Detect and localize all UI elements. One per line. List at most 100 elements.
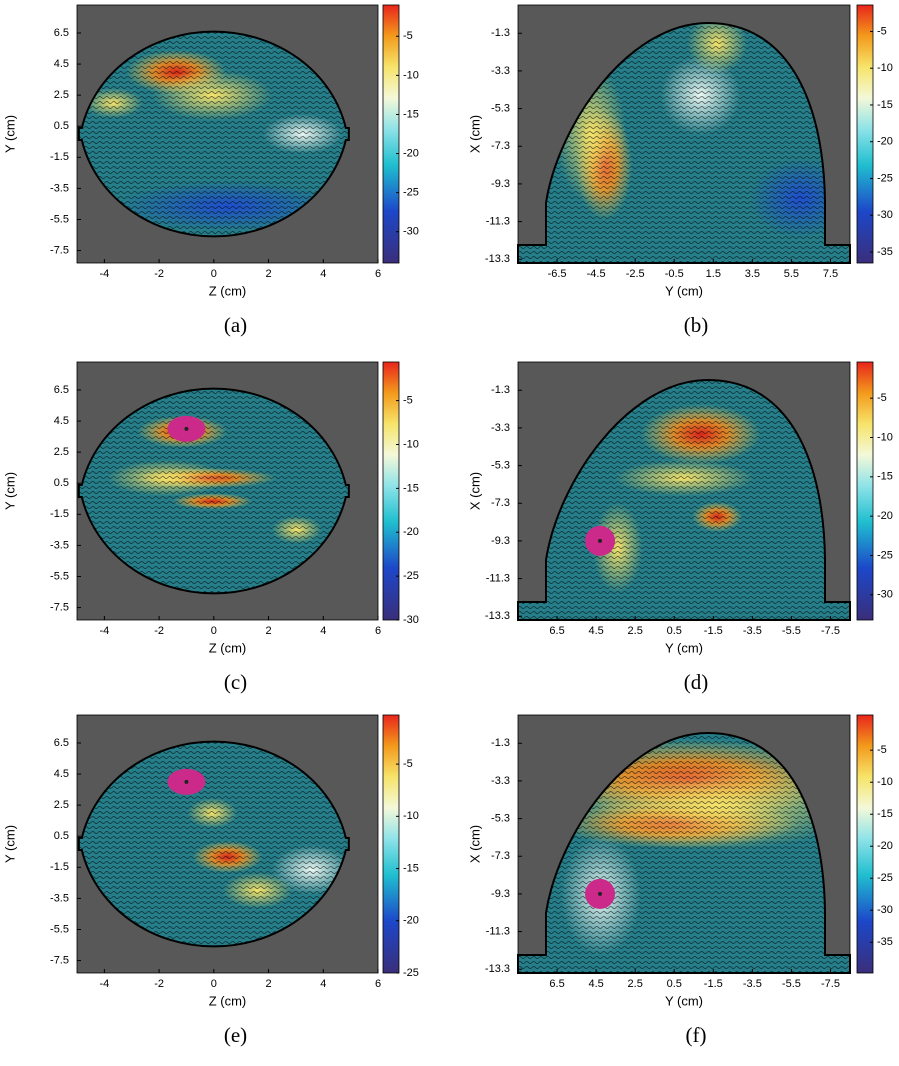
x-axis-label: Y (cm) [665, 993, 703, 1008]
x-tick-label: -2 [154, 625, 164, 637]
y-tick-label: 6.5 [54, 27, 69, 39]
y-tick-label: -9.3 [491, 888, 510, 900]
y-tick-label: 0.5 [54, 120, 69, 132]
caption: (e) [224, 1023, 247, 1047]
colorbar-tick-label: -25 [403, 967, 419, 979]
y-axis-label: X (cm) [467, 115, 482, 153]
y-tick-label: -1.5 [50, 508, 69, 520]
colorbar-tick-label: -35 [877, 936, 893, 948]
x-tick-label: 4.5 [588, 625, 603, 637]
y-tick-label: -7.5 [50, 601, 69, 613]
colorbar-tick-label: -15 [403, 108, 419, 120]
caption: (b) [684, 313, 709, 337]
colorbar-tick-label: -5 [403, 30, 413, 42]
x-axis-label: Y (cm) [665, 283, 703, 298]
y-axis-label: Y (cm) [2, 472, 17, 510]
y-tick-label: -11.3 [486, 215, 510, 227]
caption: (d) [684, 670, 709, 694]
colorbar-tick-label: -20 [403, 526, 419, 538]
colorbar-tick-label: -10 [403, 438, 419, 450]
x-tick-label: -6.5 [548, 268, 567, 280]
x-tick-label: 1.5 [706, 268, 721, 280]
y-tick-label: 6.5 [54, 737, 69, 749]
y-tick-label: -13.3 [485, 610, 510, 622]
colorbar-tick-label: -15 [877, 471, 893, 483]
y-tick-label: -5.3 [491, 459, 510, 471]
x-tick-label: -4 [99, 268, 109, 280]
colorbar-tick-label: -30 [877, 589, 893, 601]
y-tick-label: -3.5 [50, 892, 69, 904]
y-tick-label: -5.5 [50, 570, 69, 582]
target-center [184, 427, 188, 431]
x-tick-label: -1.5 [704, 978, 723, 990]
y-tick-label: -9.3 [491, 178, 510, 190]
colorbar [857, 715, 873, 973]
y-tick-label: 2.5 [54, 799, 69, 811]
x-axis-label: Z (cm) [209, 993, 247, 1008]
colorbar-tick-label: -20 [877, 840, 893, 852]
colorbar-tick-label: -10 [403, 810, 419, 822]
panel: 6.54.52.50.5-1.5-3.5-5.5-7.5-1.3-3.3-5.3… [467, 362, 892, 694]
colorbar-tick-label: -20 [403, 147, 419, 159]
y-tick-label: -3.5 [50, 539, 69, 551]
colorbar-tick-label: -30 [877, 209, 893, 221]
colorbar-tick-label: -25 [403, 187, 419, 199]
y-tick-label: -13.3 [485, 253, 510, 265]
y-tick-label: -3.3 [491, 422, 510, 434]
colorbar [383, 715, 399, 973]
y-tick-label: 4.5 [54, 768, 69, 780]
y-tick-label: -1.3 [491, 384, 510, 396]
x-tick-label: 6 [375, 978, 381, 990]
y-tick-label: -3.5 [50, 182, 69, 194]
colorbar-tick-label: -30 [403, 614, 419, 626]
colorbar-tick-label: -25 [877, 872, 893, 884]
x-tick-label: 0 [211, 625, 217, 637]
x-tick-label: 6 [375, 268, 381, 280]
x-tick-label: -7.5 [821, 978, 840, 990]
colorbar-tick-label: -30 [403, 226, 419, 238]
y-tick-label: -1.3 [491, 737, 510, 749]
x-tick-label: -4.5 [587, 268, 606, 280]
x-tick-label: -0.5 [665, 268, 684, 280]
colorbar-tick-label: -35 [877, 246, 893, 258]
y-tick-label: 6.5 [54, 384, 69, 396]
x-tick-label: 2 [265, 268, 271, 280]
y-tick-label: -11.3 [486, 925, 510, 937]
colorbar-tick-label: -10 [877, 431, 893, 443]
y-tick-label: -5.3 [491, 102, 510, 114]
colorbar-tick-label: -30 [877, 904, 893, 916]
x-tick-label: 4.5 [588, 978, 603, 990]
x-tick-label: 4 [320, 978, 326, 990]
colorbar-tick-label: -5 [403, 758, 413, 770]
x-tick-label: -3.5 [743, 978, 762, 990]
caption: (f) [686, 1023, 707, 1047]
colorbar [383, 5, 399, 263]
y-axis-label: X (cm) [467, 472, 482, 510]
caption: (c) [224, 670, 247, 694]
x-tick-label: -2.5 [626, 268, 645, 280]
colorbar-tick-label: -5 [877, 25, 887, 37]
y-tick-label: -1.5 [50, 151, 69, 163]
x-tick-label: 2 [265, 978, 271, 990]
figure: -4-202466.54.52.50.5-1.5-3.5-5.5-7.5Z (c… [0, 0, 899, 1061]
target-center [184, 780, 188, 784]
target-center [598, 892, 602, 896]
y-tick-label: -7.3 [491, 497, 510, 509]
colorbar-tick-label: -20 [877, 136, 893, 148]
x-tick-label: -7.5 [821, 625, 840, 637]
colorbar-tick-label: -15 [403, 482, 419, 494]
colorbar-tick-label: -25 [877, 549, 893, 561]
y-axis-label: Y (cm) [2, 825, 17, 863]
y-tick-label: -7.3 [491, 850, 510, 862]
x-tick-label: 0.5 [667, 978, 682, 990]
colorbar-tick-label: -10 [403, 69, 419, 81]
colorbar-tick-label: -5 [403, 395, 413, 407]
colorbar-tick-label: -20 [877, 510, 893, 522]
colorbar-tick-label: -15 [877, 99, 893, 111]
y-tick-label: -11.3 [486, 572, 510, 584]
y-tick-label: 0.5 [54, 830, 69, 842]
colorbar [857, 362, 873, 620]
x-tick-label: 5.5 [784, 268, 799, 280]
